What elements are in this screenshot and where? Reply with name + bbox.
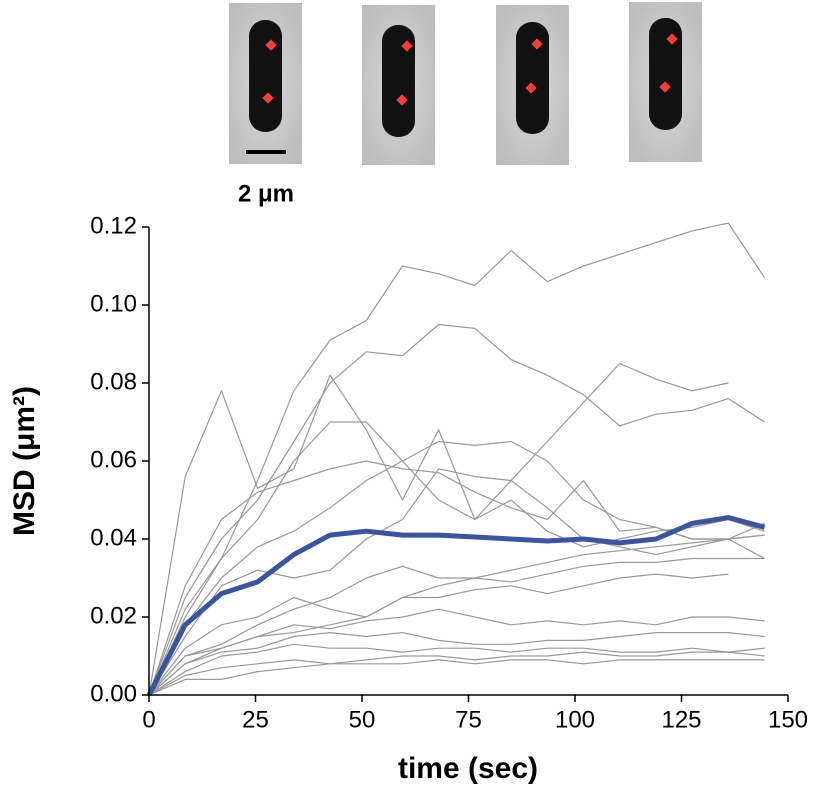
- data-line: [148, 659, 765, 696]
- y-tick-label: 0.08: [90, 368, 137, 395]
- x-axis-title: time (sec): [398, 752, 538, 785]
- data-line: [148, 468, 765, 696]
- x-tick-label: 150: [768, 706, 808, 733]
- y-axis-title: MSD (μm²): [8, 386, 41, 536]
- y-tick-label: 0.04: [90, 524, 137, 551]
- data-line: [148, 632, 765, 696]
- y-tick-label: 0.06: [90, 446, 137, 473]
- data-line: [148, 643, 765, 696]
- data-line: [146, 515, 766, 697]
- marker: [401, 40, 413, 52]
- data-line: [148, 534, 765, 696]
- cell-rod: [649, 18, 682, 130]
- y-tick-label: 0.12: [90, 212, 137, 239]
- cell-images: [229, 2, 702, 165]
- x-tick-label: 0: [142, 706, 155, 733]
- data-line: [148, 440, 765, 696]
- x-tick-label: 50: [349, 706, 376, 733]
- y-tick-label: 0.00: [90, 680, 137, 707]
- scale-bar: [246, 150, 286, 154]
- x-tick-label: 100: [555, 706, 595, 733]
- plot-area: 0.00 0.02 0.04 0.06 0.08 0.10 0.12 0 25 50 75 100 12…: [90, 212, 808, 733]
- cell-rod: [516, 22, 549, 134]
- data-line: [148, 323, 765, 696]
- data-line: [148, 608, 765, 696]
- data-line: [148, 651, 765, 696]
- x-tick-label: 125: [661, 706, 701, 733]
- cell-rod: [382, 25, 415, 137]
- y-tick-label: 0.10: [90, 290, 137, 317]
- marker: [531, 38, 543, 50]
- data-line: [148, 222, 766, 696]
- marker: [666, 33, 678, 45]
- cell-rod: [249, 20, 282, 132]
- x-tick-label: 75: [455, 706, 482, 733]
- marker: [265, 39, 277, 51]
- scale-label: 2 μm: [238, 180, 294, 207]
- data-line: [148, 374, 765, 696]
- y-tick-label: 0.02: [90, 602, 137, 629]
- data-line: [148, 573, 729, 696]
- data-line: [148, 362, 729, 696]
- x-tick-label: 25: [242, 706, 269, 733]
